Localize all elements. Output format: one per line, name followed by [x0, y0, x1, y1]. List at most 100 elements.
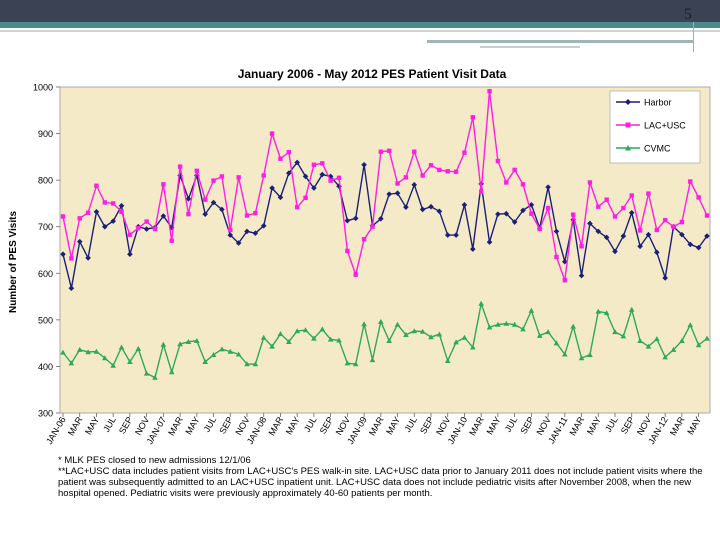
data-point — [85, 210, 91, 215]
data-point — [695, 342, 702, 348]
data-point — [595, 228, 602, 235]
data-point — [578, 272, 585, 279]
data-point — [621, 205, 626, 211]
data-point — [202, 358, 208, 364]
data-point — [353, 272, 358, 277]
data-point — [528, 202, 535, 208]
data-point — [110, 201, 116, 206]
data-point — [386, 148, 392, 154]
data-point — [378, 318, 384, 324]
data-point — [679, 219, 685, 225]
data-point — [311, 335, 317, 341]
data-point — [185, 338, 192, 344]
data-point — [453, 339, 459, 345]
data-point — [436, 331, 443, 337]
data-point — [76, 238, 83, 245]
data-point — [219, 206, 225, 213]
data-point — [110, 362, 116, 368]
data-point — [194, 338, 200, 344]
data-point — [160, 341, 167, 347]
data-point — [419, 328, 426, 334]
data-point — [412, 149, 417, 154]
data-point — [688, 179, 693, 184]
data-point — [629, 193, 634, 198]
data-point — [127, 251, 133, 257]
data-point — [302, 173, 309, 180]
slide-decor-rule — [427, 40, 694, 43]
data-point — [127, 358, 133, 364]
data-point — [361, 161, 367, 168]
data-point — [645, 231, 652, 238]
data-point — [236, 175, 241, 180]
legend-box — [609, 90, 701, 164]
data-point — [604, 197, 609, 202]
data-point — [428, 334, 434, 340]
data-point — [303, 195, 308, 201]
page-number: 5 — [684, 6, 692, 23]
data-point — [529, 211, 534, 216]
data-point — [302, 327, 309, 333]
data-point — [361, 237, 367, 242]
data-point — [445, 169, 450, 174]
data-point — [277, 331, 284, 337]
data-point — [352, 361, 359, 367]
data-point — [194, 168, 200, 174]
y-tick-label: 1000 — [33, 83, 53, 93]
legend-label: LAC+USC — [644, 121, 686, 131]
y-tick-label: 800 — [38, 176, 53, 186]
data-point — [169, 238, 174, 243]
data-point — [119, 209, 124, 215]
data-point — [277, 194, 284, 201]
data-point — [637, 228, 643, 233]
data-point — [646, 191, 651, 196]
data-point — [110, 218, 116, 224]
data-point — [378, 215, 384, 222]
data-point — [679, 338, 685, 344]
data-point — [211, 178, 216, 183]
data-point — [394, 321, 401, 327]
data-point — [69, 256, 74, 261]
legend-marker — [625, 145, 631, 151]
data-point — [478, 189, 484, 194]
data-point — [487, 88, 492, 94]
data-point — [344, 217, 351, 224]
y-tick-label: 300 — [38, 409, 53, 419]
chart-footnotes: * MLK PES closed to new admissions 12/1/… — [58, 455, 708, 499]
legend: Harbor LAC+USC CVMC — [609, 90, 701, 164]
legend-label: CVMC — [644, 144, 671, 154]
data-point — [144, 219, 149, 224]
data-point — [186, 211, 191, 217]
data-point — [536, 332, 543, 338]
data-point — [520, 326, 526, 332]
data-point — [503, 320, 510, 326]
data-point — [495, 211, 501, 217]
data-point — [269, 185, 275, 191]
data-point — [235, 351, 242, 357]
data-point — [495, 158, 501, 164]
data-point — [411, 328, 418, 334]
data-point — [436, 208, 443, 215]
footnote-lac-usc: **LAC+USC data includes patient visits f… — [58, 466, 703, 499]
data-point — [419, 206, 426, 213]
data-point — [603, 310, 610, 316]
data-point — [696, 195, 701, 200]
data-point — [662, 275, 668, 281]
y-tick-label: 700 — [38, 222, 53, 232]
data-point — [654, 336, 660, 342]
data-point — [319, 171, 326, 178]
slide-decor-rule-short — [480, 46, 580, 48]
data-point — [654, 249, 660, 256]
slide-header-rule — [0, 30, 720, 32]
data-point — [135, 345, 142, 351]
data-point — [152, 374, 158, 380]
data-point — [437, 167, 442, 173]
data-point — [645, 343, 652, 349]
data-point — [320, 161, 325, 166]
y-tick-label: 400 — [38, 362, 53, 372]
data-point — [504, 180, 509, 185]
data-point — [278, 156, 283, 161]
data-point — [227, 232, 234, 238]
data-point — [361, 321, 367, 327]
data-point — [520, 207, 526, 214]
data-point — [670, 346, 677, 352]
